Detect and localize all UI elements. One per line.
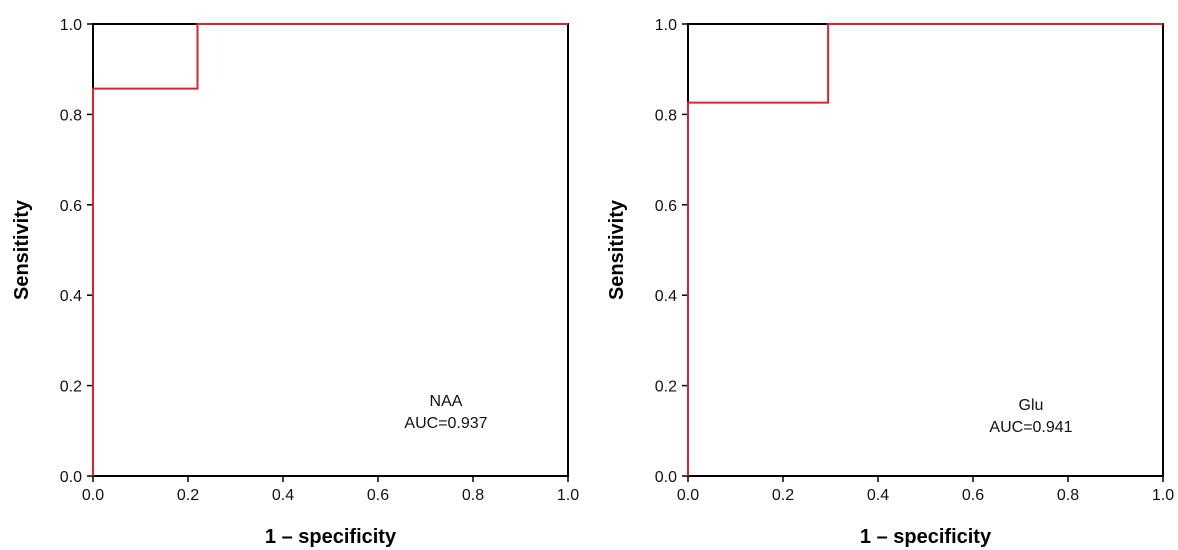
auc-label: AUC=0.941 [989, 419, 1072, 436]
roc-curve [687, 23, 1163, 476]
roc-curve [92, 23, 568, 476]
y-tick-label: 0.0 [60, 469, 82, 486]
x-axis-title: 1 – specificity [860, 526, 992, 548]
roc-panel-2: 0.0 0.2 0.4 0.6 0.8 1.0 0.0 0.2 0.4 0.6 0.8 1.0 1 – … [606, 17, 1174, 548]
plot-frame [92, 23, 569, 477]
y-tick-label: 0.4 [60, 288, 82, 305]
x-tick-label: 0.0 [677, 487, 699, 504]
y-tick-label: 0.6 [60, 198, 82, 215]
y-tick-label: 0.8 [655, 107, 677, 124]
roc-panel-1: 0.0 0.2 0.4 0.6 0.8 1.0 0.0 0.2 0.4 0.6 0.8 1.0 1 – … [11, 17, 579, 548]
auc-label: AUC=0.937 [404, 415, 487, 432]
y-axis-title: Sensitivity [606, 199, 628, 300]
x-axis-title: 1 – specificity [265, 526, 397, 548]
x-tick-label: 0.4 [272, 487, 294, 504]
x-tick-label: 0.8 [462, 487, 484, 504]
x-tick-label: 0.0 [82, 487, 104, 504]
x-tick-label: 1.0 [1152, 487, 1174, 504]
x-tick-label: 0.6 [367, 487, 389, 504]
y-tick-label: 0.2 [60, 379, 82, 396]
y-tick-label: 1.0 [655, 17, 677, 34]
x-tick-label: 0.2 [177, 487, 199, 504]
y-tick-label: 0.6 [655, 198, 677, 215]
y-tick-label: 0.2 [655, 379, 677, 396]
plot-frame [687, 23, 1164, 477]
y-tick-label: 0.8 [60, 107, 82, 124]
x-tick-label: 0.4 [867, 487, 889, 504]
x-tick-label: 0.6 [962, 487, 984, 504]
x-tick-label: 0.8 [1057, 487, 1079, 504]
metabolite-label: Glu [1019, 397, 1044, 414]
x-tick-label: 0.2 [772, 487, 794, 504]
y-tick-label: 1.0 [60, 17, 82, 34]
metabolite-label: NAA [430, 393, 463, 410]
x-tick-label: 1.0 [557, 487, 579, 504]
y-tick-label: 0.4 [655, 288, 677, 305]
y-axis-title: Sensitivity [11, 199, 33, 300]
y-tick-label: 0.0 [655, 469, 677, 486]
